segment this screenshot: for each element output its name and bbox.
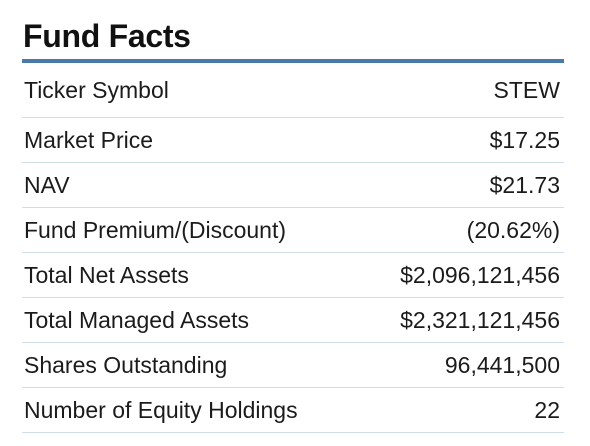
fact-value: $17.25: [489, 126, 560, 153]
fact-row-number-of-equity-holdings: Number of Equity Holdings 22: [22, 388, 564, 433]
fund-facts-panel: Fund Facts Ticker Symbol STEW Market Pri…: [22, 14, 564, 433]
fact-value: (20.62%): [466, 216, 560, 243]
fact-row-nav: NAV $21.73: [22, 163, 564, 208]
fact-value: 96,441,500: [444, 351, 560, 378]
fact-row-market-price: Market Price $17.25: [22, 118, 564, 163]
fact-value: $2,096,121,456: [400, 261, 560, 288]
fact-value: $21.73: [489, 171, 560, 198]
fact-label: Total Net Assets: [24, 261, 189, 288]
fact-value: STEW: [493, 76, 560, 103]
facts-table: Ticker Symbol STEW Market Price $17.25 N…: [22, 63, 564, 433]
fact-label: Number of Equity Holdings: [24, 396, 298, 423]
fact-row-total-managed-assets: Total Managed Assets $2,321,121,456: [22, 298, 564, 343]
title-divider: [22, 59, 564, 63]
fact-label: Shares Outstanding: [24, 351, 228, 378]
panel-title: Fund Facts: [23, 18, 191, 54]
fact-label: Market Price: [24, 126, 154, 153]
fact-row-total-net-assets: Total Net Assets $2,096,121,456: [22, 253, 564, 298]
fact-row-shares-outstanding: Shares Outstanding 96,441,500: [22, 343, 564, 388]
fact-label: NAV: [24, 171, 70, 198]
fact-row-fund-premium-discount: Fund Premium/(Discount) (20.62%): [22, 208, 564, 253]
fact-label: Fund Premium/(Discount): [24, 216, 287, 243]
fact-label: Ticker Symbol: [24, 76, 169, 103]
fact-label: Total Managed Assets: [24, 306, 250, 333]
fact-row-ticker-symbol: Ticker Symbol STEW: [22, 63, 564, 118]
fact-value: $2,321,121,456: [400, 306, 560, 333]
fact-value: 22: [534, 396, 560, 423]
